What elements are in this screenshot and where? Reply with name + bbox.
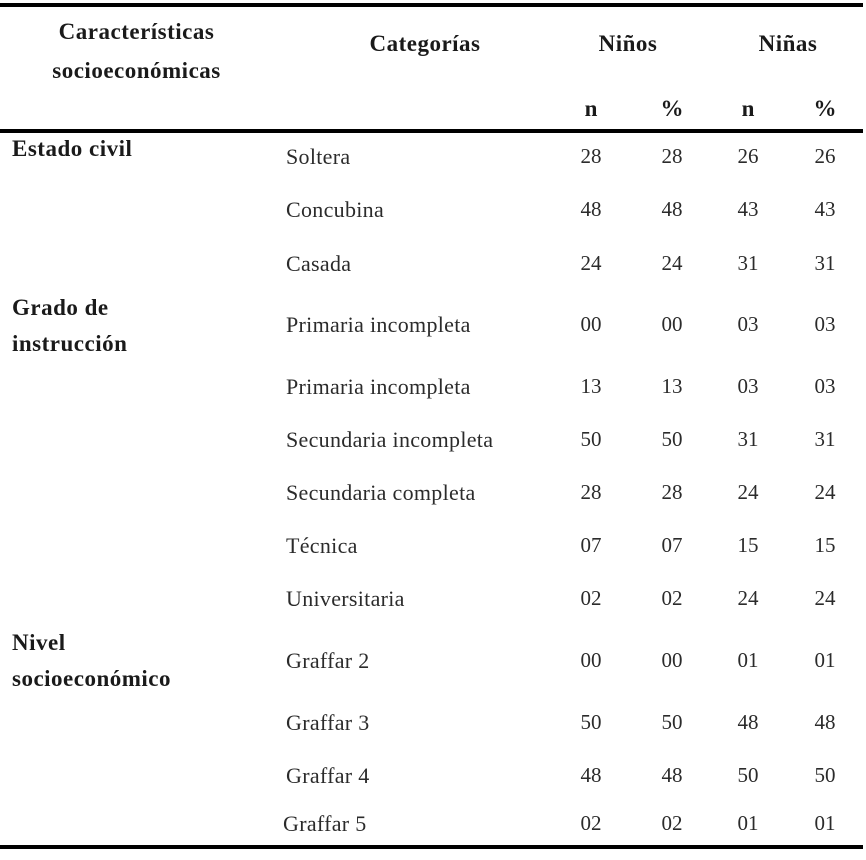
ninos-percent-cell: 28 <box>661 480 683 504</box>
ninas-percent-cell: 15 <box>814 533 836 557</box>
table-row: Secundaria completa 28 28 24 24 <box>0 480 866 510</box>
ninos-n-cell: 28 <box>580 480 602 504</box>
table-top-rule <box>0 3 863 7</box>
category-cell: Graffar 4 <box>286 763 370 788</box>
subheader-ninas-n: n <box>741 96 755 121</box>
ninos-n-cell: 48 <box>580 763 602 787</box>
subheader-ninos-percent: % <box>660 96 684 121</box>
ninos-percent-cell: 48 <box>661 197 683 221</box>
table-row: Primaria incompleta 13 13 03 03 <box>0 374 866 404</box>
category-cell: Primaria incompleta <box>286 374 471 399</box>
category-cell: Casada <box>286 251 352 276</box>
header-categories: Categorías <box>369 31 481 56</box>
header-characteristics: Características socioeconómicas <box>0 12 273 90</box>
table-row: Graffar 3 50 50 48 48 <box>0 710 866 740</box>
ninas-percent-cell: 24 <box>814 586 836 610</box>
group-estado-civil: Estado civil <box>12 131 132 167</box>
ninas-n-cell: 43 <box>737 197 759 221</box>
ninos-n-cell: 00 <box>580 312 602 336</box>
ninos-percent-cell: 48 <box>661 763 683 787</box>
category-cell: Secundaria completa <box>286 480 476 505</box>
category-cell: Secundaria incompleta <box>286 427 494 452</box>
category-cell: Graffar 2 <box>286 648 370 673</box>
ninas-n-cell: 50 <box>737 763 759 787</box>
table-row: Graffar 2 00 00 01 01 <box>0 648 866 678</box>
ninos-n-cell: 02 <box>580 586 602 610</box>
ninos-percent-cell: 07 <box>661 533 683 557</box>
category-cell: Graffar 3 <box>286 710 370 735</box>
ninos-percent-cell: 28 <box>661 144 683 168</box>
category-cell: Técnica <box>286 533 358 558</box>
ninos-n-cell: 48 <box>580 197 602 221</box>
ninas-n-cell: 24 <box>737 480 759 504</box>
ninas-percent-cell: 48 <box>814 710 836 734</box>
group-label: Estado civil <box>12 136 133 161</box>
ninas-n-cell: 01 <box>737 648 759 672</box>
ninos-n-cell: 24 <box>580 251 602 275</box>
ninos-percent-cell: 24 <box>661 251 683 275</box>
ninas-n-cell: 31 <box>737 251 759 275</box>
ninas-n-cell: 01 <box>737 811 759 835</box>
ninos-percent-cell: 13 <box>661 374 683 398</box>
ninas-n-cell: 24 <box>737 586 759 610</box>
table-row: Universitaria 02 02 24 24 <box>0 586 866 616</box>
table-row: Casada 24 24 31 31 <box>0 251 866 281</box>
ninas-n-cell: 03 <box>737 312 759 336</box>
header-ninas: Niñas <box>758 31 818 56</box>
ninas-percent-cell: 43 <box>814 197 836 221</box>
category-cell: Primaria incompleta <box>286 312 471 337</box>
category-cell: Soltera <box>286 144 351 169</box>
ninos-n-cell: 50 <box>580 427 602 451</box>
group-label: socioeconómico <box>12 666 172 691</box>
table-row: Graffar 5 02 02 01 01 <box>0 811 866 841</box>
ninas-percent-cell: 01 <box>814 811 836 835</box>
ninas-percent-cell: 31 <box>814 251 836 275</box>
ninas-n-cell: 26 <box>737 144 759 168</box>
ninos-n-cell: 07 <box>580 533 602 557</box>
ninas-percent-cell: 26 <box>814 144 836 168</box>
ninos-n-cell: 50 <box>580 710 602 734</box>
group-grado-instruccion: Grado de instrucción <box>12 290 127 362</box>
ninas-n-cell: 15 <box>737 533 759 557</box>
table-row: Secundaria incompleta 50 50 31 31 <box>0 427 866 457</box>
table-row: Primaria incompleta 00 00 03 03 <box>0 312 866 342</box>
table-row: Soltera 28 28 26 26 <box>0 144 866 174</box>
subheader-ninas-percent: % <box>813 96 837 121</box>
group-label: Nivel <box>12 630 66 655</box>
ninas-percent-cell: 24 <box>814 480 836 504</box>
ninos-percent-cell: 00 <box>661 648 683 672</box>
ninos-n-cell: 28 <box>580 144 602 168</box>
ninos-percent-cell: 50 <box>661 427 683 451</box>
table-bottom-rule <box>0 845 863 849</box>
ninos-percent-cell: 00 <box>661 312 683 336</box>
group-label: instrucción <box>12 331 128 356</box>
ninas-n-cell: 03 <box>737 374 759 398</box>
group-label: Grado de <box>12 295 109 320</box>
ninos-percent-cell: 50 <box>661 710 683 734</box>
category-cell: Universitaria <box>286 586 405 611</box>
ninas-n-cell: 48 <box>737 710 759 734</box>
category-cell: Graffar 5 <box>283 811 367 836</box>
header-ninos: Niños <box>598 31 658 56</box>
ninas-n-cell: 31 <box>737 427 759 451</box>
group-nivel-socioeconomico: Nivel socioeconómico <box>12 625 171 697</box>
table-row: Concubina 48 48 43 43 <box>0 197 866 227</box>
category-cell: Concubina <box>286 197 385 222</box>
ninos-n-cell: 13 <box>580 374 602 398</box>
table-header-rule <box>0 129 863 133</box>
table-row: Técnica 07 07 15 15 <box>0 533 866 563</box>
ninas-percent-cell: 50 <box>814 763 836 787</box>
subheader-ninos-n: n <box>584 96 598 121</box>
ninas-percent-cell: 03 <box>814 312 836 336</box>
ninos-percent-cell: 02 <box>661 811 683 835</box>
ninas-percent-cell: 03 <box>814 374 836 398</box>
ninos-percent-cell: 02 <box>661 586 683 610</box>
ninas-percent-cell: 31 <box>814 427 836 451</box>
header-characteristics-line2: socioeconómicas <box>52 58 221 83</box>
ninos-n-cell: 00 <box>580 648 602 672</box>
header-characteristics-line1: Características <box>58 19 215 44</box>
table-row: Graffar 4 48 48 50 50 <box>0 763 866 793</box>
ninos-n-cell: 02 <box>580 811 602 835</box>
ninas-percent-cell: 01 <box>814 648 836 672</box>
